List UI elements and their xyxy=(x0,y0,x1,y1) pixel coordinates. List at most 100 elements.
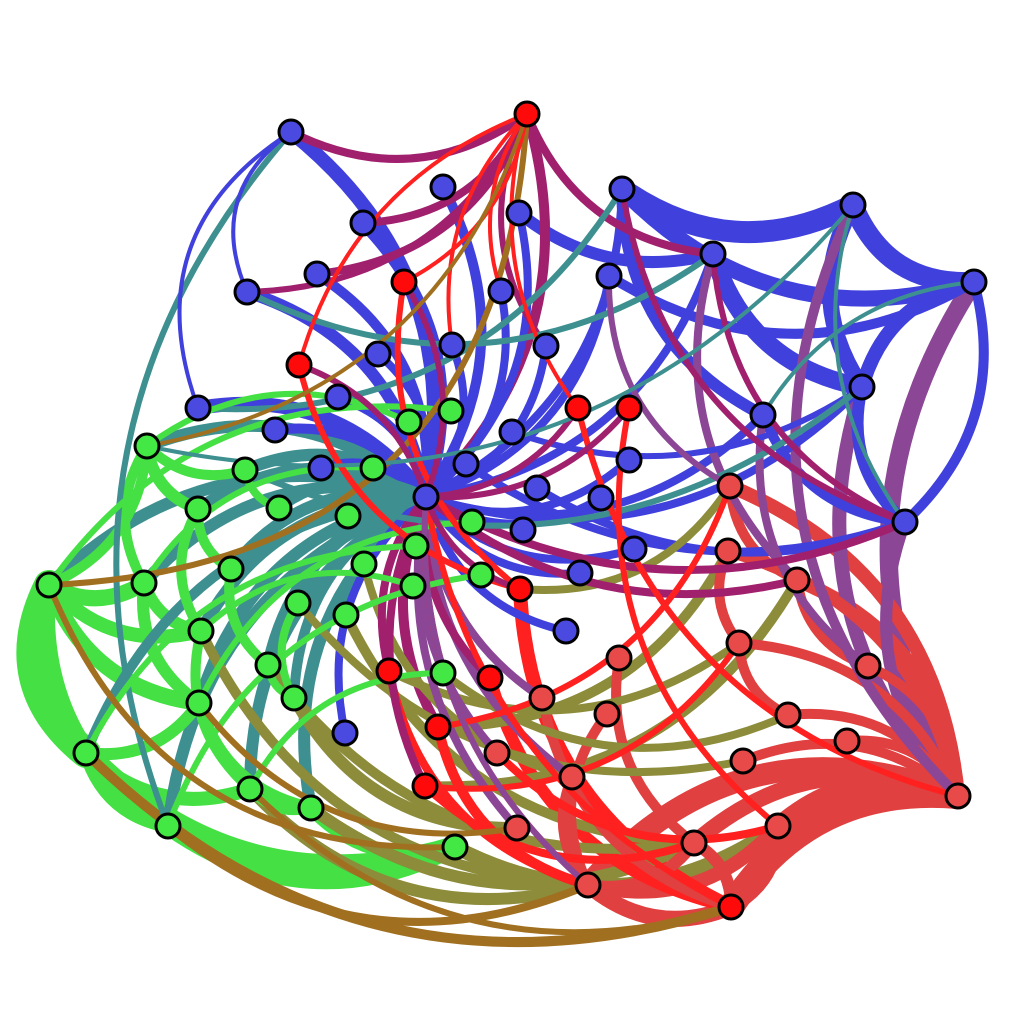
graph-node xyxy=(285,351,313,379)
graph-edge xyxy=(113,129,294,829)
graph-edge xyxy=(145,203,855,468)
graph-edge xyxy=(16,570,101,768)
graph-node xyxy=(424,713,452,741)
graph-node xyxy=(615,446,643,474)
graph-node xyxy=(717,893,745,921)
graph-edge xyxy=(423,494,734,910)
graph-node xyxy=(891,508,919,536)
graph-node xyxy=(284,589,312,617)
graph-node xyxy=(558,763,586,791)
graph-edge xyxy=(198,569,416,634)
graph-edge xyxy=(296,362,429,500)
graph-node xyxy=(217,555,245,583)
graph-node xyxy=(839,191,867,219)
graph-node xyxy=(595,262,623,290)
graph-edge xyxy=(863,661,963,801)
graph-node xyxy=(452,450,480,478)
graph-node xyxy=(233,278,261,306)
graph-edge xyxy=(422,493,909,574)
nodes-layer xyxy=(35,100,988,921)
graph-node xyxy=(350,550,378,578)
graph-node xyxy=(231,456,259,484)
graph-edge xyxy=(164,822,592,926)
graph-node xyxy=(960,268,988,296)
graph-node xyxy=(532,332,560,360)
graph-edge xyxy=(196,700,520,837)
graph-edge xyxy=(46,582,458,851)
graph-node xyxy=(331,719,359,747)
graph-edge xyxy=(851,381,911,528)
graph-node xyxy=(307,454,335,482)
graph-node xyxy=(574,871,602,899)
graph-node xyxy=(184,394,212,422)
graph-edge xyxy=(693,250,801,584)
graph-node xyxy=(411,772,439,800)
graph-edge xyxy=(509,384,865,460)
graph-node xyxy=(506,575,534,603)
graph-node xyxy=(349,209,377,237)
graph-node xyxy=(833,727,861,755)
graph-node xyxy=(441,833,469,861)
graph-node xyxy=(764,812,792,840)
graph-edge xyxy=(423,494,523,592)
graph-node xyxy=(261,416,289,444)
graph-edge xyxy=(604,271,979,339)
graph-edge xyxy=(523,110,717,258)
graph-node xyxy=(35,571,63,599)
graph-edge xyxy=(394,279,523,592)
graph-edge xyxy=(190,626,255,794)
graph-node xyxy=(774,701,802,729)
graph-node xyxy=(254,651,282,679)
graph-edge xyxy=(790,200,963,801)
graph-edge xyxy=(761,280,976,417)
graph-node xyxy=(334,502,362,530)
graph-node xyxy=(429,173,457,201)
graph-node xyxy=(458,508,486,536)
graph-node xyxy=(185,689,213,717)
graph-node xyxy=(395,408,423,436)
graph-node xyxy=(749,401,777,429)
graph-node xyxy=(303,260,331,288)
graph-node xyxy=(265,494,293,522)
graph-node xyxy=(725,629,753,657)
graph-node xyxy=(390,268,418,296)
graph-node xyxy=(528,684,556,712)
graph-node xyxy=(280,684,308,712)
graph-node xyxy=(437,397,465,425)
graph-edge xyxy=(718,781,971,920)
graph-node xyxy=(375,657,403,685)
graph-edge xyxy=(615,405,781,829)
graph-node xyxy=(505,199,533,227)
graph-node xyxy=(438,331,466,359)
graph-node xyxy=(714,537,742,565)
graph-edge xyxy=(422,640,742,792)
graph-edge xyxy=(758,410,910,527)
graph-node xyxy=(620,535,648,563)
graph-node xyxy=(564,394,592,422)
graph-node xyxy=(593,700,621,728)
graph-node xyxy=(467,561,495,589)
graph-node xyxy=(483,739,511,767)
graph-edge xyxy=(879,273,983,805)
graph-edge xyxy=(619,186,908,525)
graph-node xyxy=(277,118,305,146)
graph-edge xyxy=(196,626,593,890)
graph-node xyxy=(487,277,515,305)
graph-node xyxy=(608,175,636,203)
graph-node xyxy=(503,814,531,842)
graph-node xyxy=(605,644,633,672)
graph-node xyxy=(130,569,158,597)
graph-node xyxy=(154,812,182,840)
graph-node xyxy=(509,516,537,544)
graph-node xyxy=(783,566,811,594)
graph-edge xyxy=(46,403,454,588)
graph-edge xyxy=(287,110,531,163)
graph-node xyxy=(364,340,392,368)
graph-node xyxy=(498,418,526,446)
graph-node xyxy=(72,739,100,767)
graph-node xyxy=(854,652,882,680)
graph-node xyxy=(187,617,215,645)
graph-edge xyxy=(422,456,633,516)
graph-edge xyxy=(843,195,984,293)
